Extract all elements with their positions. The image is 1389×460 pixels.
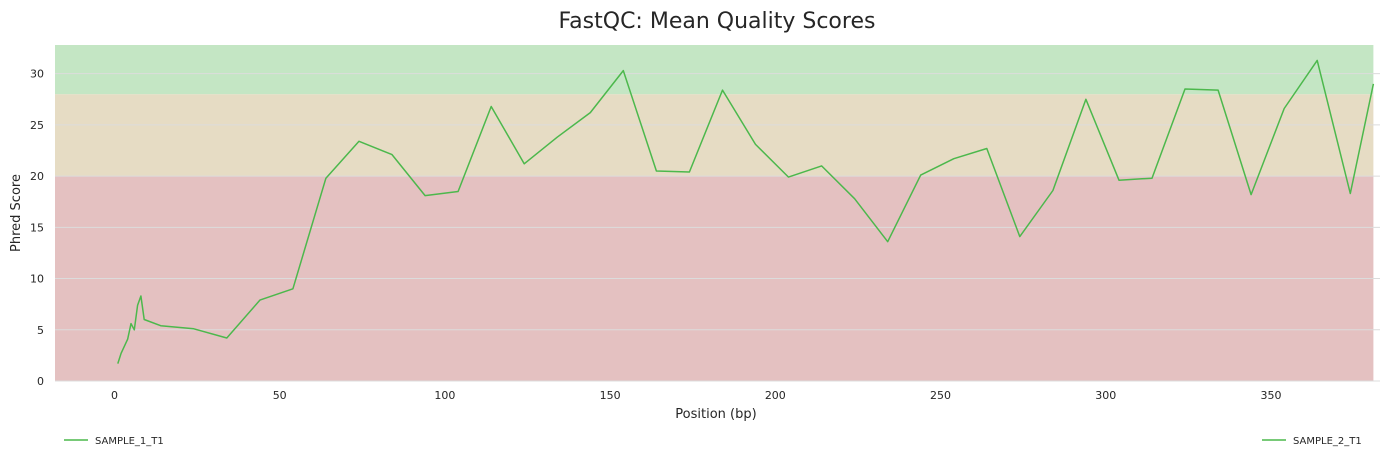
x-tick-label: 100 xyxy=(434,389,455,402)
x-tick-label: 200 xyxy=(765,389,786,402)
y-tick-label: 5 xyxy=(37,324,44,337)
series-layer xyxy=(117,59,1375,364)
x-tick-label: 0 xyxy=(111,389,118,402)
y-tick-label: 15 xyxy=(30,221,44,234)
y-axis-ticks: 0 5 10 15 20 25 30 xyxy=(30,68,44,388)
legend: SAMPLE_1_T1 SAMPLE_2_T1 xyxy=(64,436,1362,447)
quality-band-2 xyxy=(55,45,1374,95)
legend-label: SAMPLE_1_T1 xyxy=(95,436,164,447)
grid-lines xyxy=(55,73,1380,382)
y-tick-label: 20 xyxy=(30,170,44,183)
x-tick-label: 350 xyxy=(1260,389,1281,402)
y-tick-label: 0 xyxy=(37,375,44,388)
x-tick-label: 250 xyxy=(930,389,951,402)
chart-title: FastQC: Mean Quality Scores xyxy=(559,9,876,34)
x-axis-label: Position (bp) xyxy=(675,407,756,422)
series-line-SAMPLE_1_T1 xyxy=(117,59,1375,364)
y-tick-label: 10 xyxy=(30,273,44,286)
y-axis-label: Phred Score xyxy=(9,174,24,252)
y-tick-label: 25 xyxy=(30,119,44,132)
x-tick-label: 150 xyxy=(600,389,621,402)
legend-label: SAMPLE_2_T1 xyxy=(1293,436,1362,447)
quality-band-1 xyxy=(55,94,1374,177)
x-tick-label: 300 xyxy=(1095,389,1116,402)
x-tick-label: 50 xyxy=(273,389,287,402)
x-axis-ticks: 0 50 100 150 200 250 300 350 xyxy=(111,389,1281,402)
quality-bands xyxy=(55,45,1374,381)
y-tick-label: 30 xyxy=(30,68,44,81)
